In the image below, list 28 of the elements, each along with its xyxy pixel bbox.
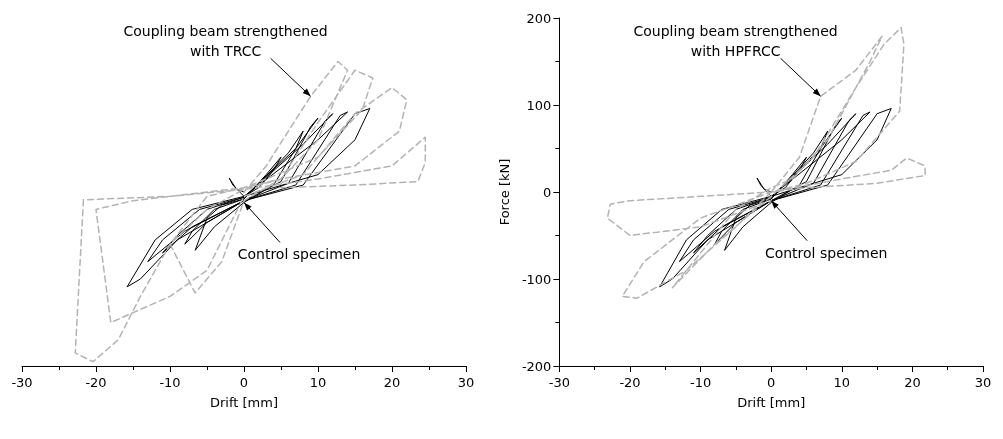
y-tick-label: 100: [526, 97, 552, 113]
x-axis-title: Drift [mm]: [209, 395, 279, 410]
x-tick-label: -10: [689, 375, 712, 390]
y-tick-label: -200: [521, 358, 552, 374]
line-series: [659, 107, 892, 288]
line-series: [606, 26, 926, 299]
x-tick-label: 20: [383, 375, 401, 390]
y-tick-label: 0: [543, 184, 552, 200]
y-tick-label: 200: [526, 10, 552, 26]
y-tick-label: -100: [521, 271, 552, 287]
x-tick-label: 20: [904, 375, 921, 390]
x-tick-label: 30: [457, 375, 475, 390]
x-tick-label: 10: [309, 375, 327, 390]
annotation: Coupling beam strengthened with HPFRCC: [633, 22, 838, 62]
annotation: Control specimen: [237, 245, 361, 265]
x-tick-label: 0: [767, 375, 776, 390]
x-tick-label: -30: [548, 375, 571, 390]
x-tick-label: -10: [159, 375, 181, 390]
annotation: Coupling beam strengthened with TRCC: [123, 22, 328, 62]
x-tick-label: -20: [85, 375, 107, 390]
x-tick-label: 0: [239, 375, 249, 390]
y-axis-title: Force [kN]: [497, 158, 512, 226]
x-tick-label: 10: [833, 375, 851, 390]
x-tick-label: -30: [11, 375, 33, 390]
x-tick-label: 30: [974, 375, 992, 390]
annotation: Control specimen: [764, 243, 888, 263]
x-axis-title: Drift [mm]: [737, 395, 806, 410]
x-tick-label: -20: [619, 375, 641, 390]
